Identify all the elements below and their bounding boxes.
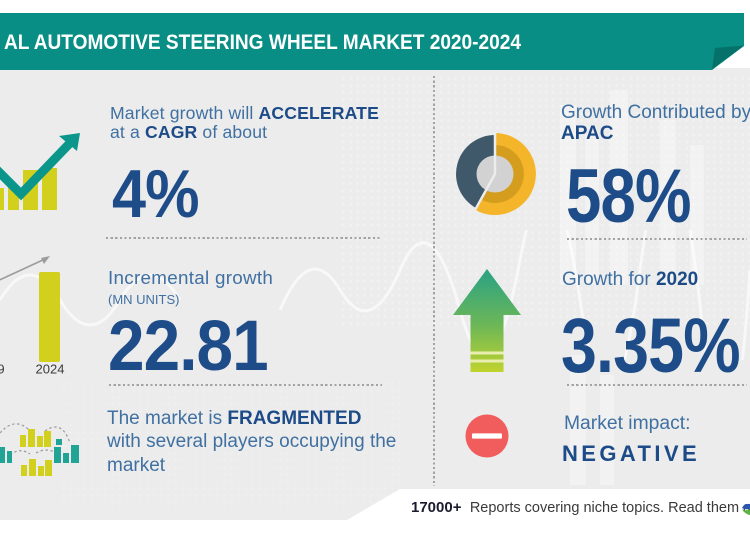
- svg-text:9: 9: [0, 362, 5, 377]
- svg-text:2024: 2024: [36, 362, 65, 377]
